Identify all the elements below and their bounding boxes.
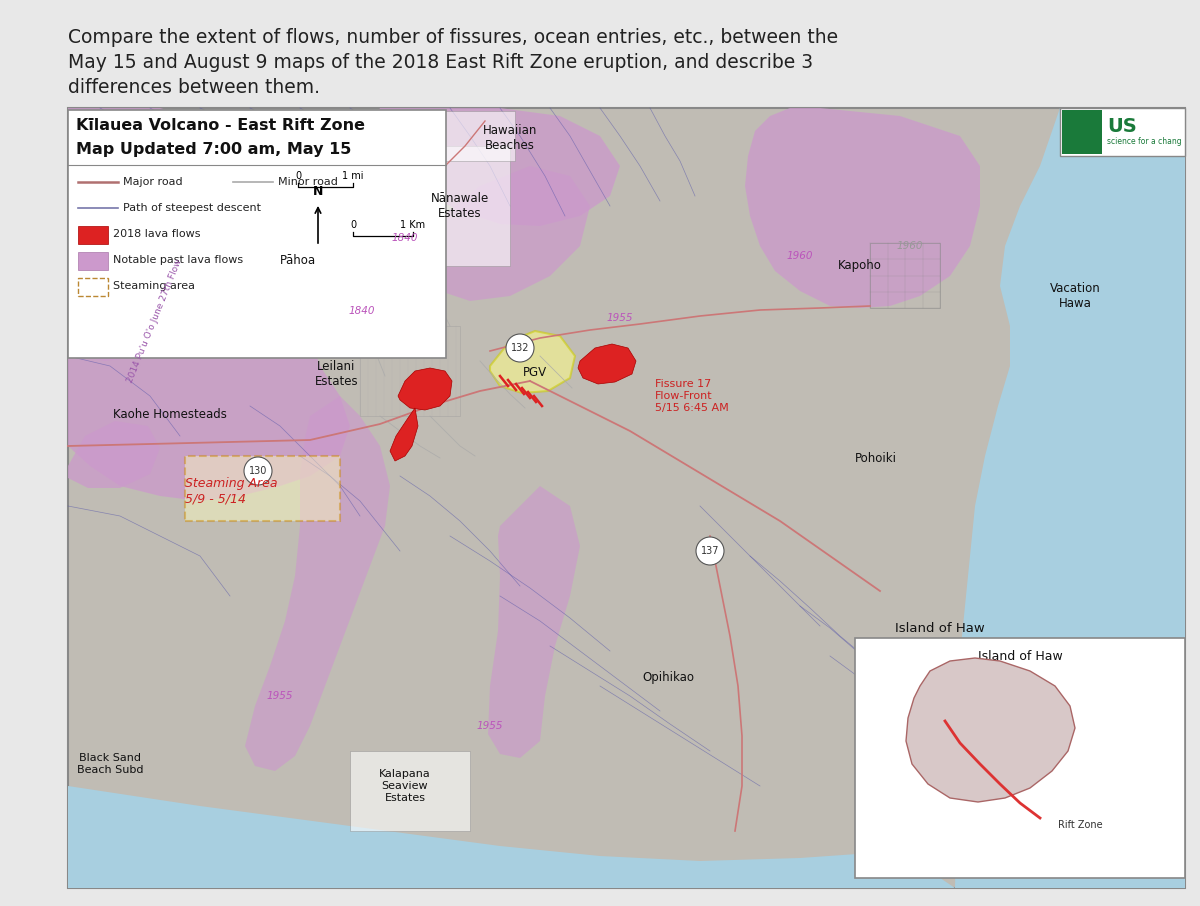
- Bar: [1060, 108, 1186, 156]
- Text: 1955: 1955: [476, 721, 503, 731]
- Polygon shape: [68, 281, 185, 361]
- Polygon shape: [390, 408, 418, 461]
- Text: differences between them.: differences between them.: [68, 78, 320, 97]
- Text: Major road: Major road: [124, 177, 182, 187]
- Text: Steaming Area
5/9 - 5/14: Steaming Area 5/9 - 5/14: [185, 477, 277, 505]
- Polygon shape: [490, 331, 575, 393]
- Text: 2014 Pu'u O'o June 27th Flow: 2014 Pu'u O'o June 27th Flow: [126, 258, 184, 384]
- Bar: [68, 110, 446, 358]
- Bar: [78, 226, 108, 244]
- Text: Compare the extent of flows, number of fissures, ocean entries, etc., between th: Compare the extent of flows, number of f…: [68, 28, 838, 47]
- Text: N: N: [313, 185, 323, 198]
- Text: 1840: 1840: [349, 306, 376, 316]
- Polygon shape: [398, 368, 452, 410]
- Text: 1960: 1960: [787, 251, 814, 261]
- Text: 1955: 1955: [266, 691, 293, 701]
- Polygon shape: [68, 108, 370, 501]
- Text: 0: 0: [350, 220, 356, 230]
- Polygon shape: [68, 786, 955, 888]
- Bar: [870, 243, 940, 308]
- Text: Kaohe Homesteads: Kaohe Homesteads: [113, 408, 227, 420]
- Text: Path of steepest descent: Path of steepest descent: [124, 203, 262, 213]
- Text: Island of Haw: Island of Haw: [978, 650, 1062, 663]
- Bar: [854, 638, 1186, 878]
- Bar: [78, 252, 108, 270]
- Polygon shape: [906, 658, 1075, 802]
- Bar: [415, 146, 510, 266]
- Bar: [1062, 110, 1102, 154]
- Text: Kapoho: Kapoho: [838, 259, 882, 273]
- Polygon shape: [418, 166, 590, 301]
- Text: May 15 and August 9 maps of the 2018 East Rift Zone eruption, and describe 3: May 15 and August 9 maps of the 2018 Eas…: [68, 53, 814, 72]
- Text: Nānawale
Estates: Nānawale Estates: [431, 192, 490, 220]
- Bar: [360, 326, 460, 416]
- Polygon shape: [245, 396, 390, 771]
- Text: PGV: PGV: [523, 367, 547, 380]
- Polygon shape: [68, 421, 160, 488]
- Text: Kīlauea Volcano - East Rift Zone: Kīlauea Volcano - East Rift Zone: [76, 118, 365, 133]
- Text: Black Sand
Beach Subd: Black Sand Beach Subd: [77, 753, 143, 775]
- Text: 1 Km: 1 Km: [401, 220, 426, 230]
- Text: Minor road: Minor road: [278, 177, 338, 187]
- Text: Leilani
Estates: Leilani Estates: [314, 360, 358, 388]
- Text: 130: 130: [248, 466, 268, 476]
- Text: 1955: 1955: [607, 313, 634, 323]
- Bar: [68, 108, 1186, 888]
- Polygon shape: [578, 344, 636, 384]
- Text: Island of Haw: Island of Haw: [895, 622, 985, 634]
- Text: Pāhoa: Pāhoa: [280, 255, 316, 267]
- Polygon shape: [920, 108, 1186, 888]
- Text: Notable past lava flows: Notable past lava flows: [113, 255, 244, 265]
- Text: Kalapana
Seaview
Estates: Kalapana Seaview Estates: [379, 769, 431, 803]
- Polygon shape: [374, 108, 620, 226]
- Circle shape: [696, 537, 724, 565]
- Text: 0: 0: [295, 171, 301, 181]
- Polygon shape: [488, 486, 580, 758]
- Bar: [185, 456, 340, 521]
- Bar: [350, 751, 470, 831]
- Text: 137: 137: [701, 546, 719, 556]
- Text: 132: 132: [511, 343, 529, 353]
- Text: science for a chang: science for a chang: [1108, 138, 1182, 147]
- Text: Rift Zone: Rift Zone: [1058, 820, 1103, 830]
- Text: 1840: 1840: [391, 233, 419, 243]
- Bar: [78, 278, 108, 296]
- Circle shape: [506, 334, 534, 362]
- Polygon shape: [720, 108, 980, 308]
- Text: Hawaiian
Beaches: Hawaiian Beaches: [482, 124, 538, 152]
- Text: 1960: 1960: [896, 241, 923, 251]
- Circle shape: [244, 457, 272, 485]
- Text: 1 mi: 1 mi: [342, 171, 364, 181]
- Bar: [430, 111, 515, 161]
- Text: Opihikao: Opihikao: [642, 671, 694, 685]
- Text: 2018 lava flows: 2018 lava flows: [113, 229, 200, 239]
- Text: Map Updated 7:00 am, May 15: Map Updated 7:00 am, May 15: [76, 142, 352, 157]
- Text: Pohoiki: Pohoiki: [854, 451, 898, 465]
- Text: Steaming area: Steaming area: [113, 281, 194, 291]
- Text: Fissure 17
Flow-Front
5/15 6:45 AM: Fissure 17 Flow-Front 5/15 6:45 AM: [655, 380, 728, 412]
- Text: Vacation
Hawa: Vacation Hawa: [1050, 282, 1100, 310]
- Text: US: US: [1108, 117, 1136, 136]
